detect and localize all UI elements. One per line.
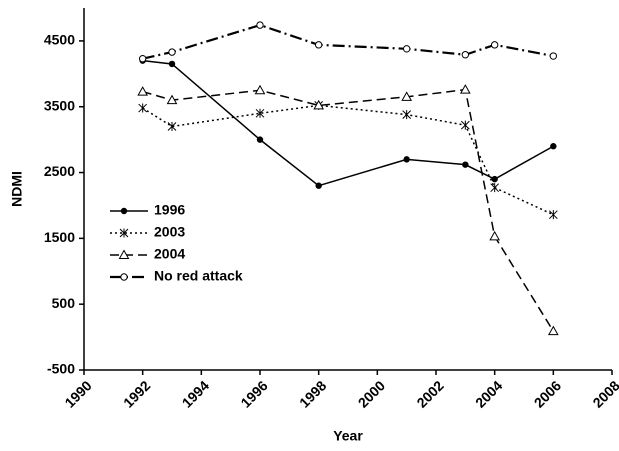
y-tick-label: 2500	[44, 163, 75, 179]
marker	[137, 86, 149, 96]
x-tick-label: 1992	[120, 377, 153, 410]
marker	[314, 41, 323, 49]
marker	[315, 182, 322, 189]
x-tick-label: 2004	[472, 377, 505, 410]
series-line	[142, 59, 554, 187]
x-tick-label: 2000	[355, 377, 388, 410]
marker	[460, 120, 470, 130]
marker	[403, 156, 410, 163]
marker	[256, 136, 264, 143]
x-tick-label: 2006	[531, 377, 564, 410]
marker	[119, 228, 129, 238]
marker	[313, 99, 325, 110]
marker	[459, 84, 471, 94]
y-axis-label: NDMI	[9, 171, 25, 207]
marker	[401, 91, 413, 101]
marker	[402, 110, 412, 120]
series-line	[142, 104, 554, 216]
x-tick-label: 1990	[61, 377, 94, 410]
marker	[255, 108, 265, 118]
marker	[548, 210, 558, 220]
marker	[167, 121, 177, 131]
marker	[118, 249, 130, 259]
marker	[489, 230, 501, 241]
marker	[120, 207, 128, 215]
marker	[491, 175, 498, 183]
marker	[549, 52, 558, 60]
marker	[138, 54, 147, 63]
y-tick-label: 4500	[44, 32, 75, 48]
marker	[254, 84, 266, 95]
y-tick-label: 1500	[44, 229, 75, 245]
marker	[490, 183, 500, 193]
x-tick-label: 1994	[179, 377, 212, 410]
x-tick-label: 1996	[237, 377, 270, 410]
legend-label: No red attack	[154, 268, 243, 284]
x-axis-label: Year	[333, 428, 363, 444]
x-tick-label: 1998	[296, 377, 329, 410]
y-tick-label: 500	[52, 295, 76, 311]
marker	[138, 103, 148, 113]
legend-label: 1996	[154, 202, 185, 218]
legend-label: 2004	[154, 246, 185, 262]
marker	[547, 325, 559, 336]
series-line	[142, 23, 554, 60]
marker	[168, 60, 176, 68]
marker	[120, 273, 128, 281]
marker	[550, 143, 557, 150]
series-line	[142, 88, 554, 332]
x-tick-label: 2008	[589, 377, 619, 410]
marker	[490, 41, 499, 49]
marker	[461, 51, 470, 59]
y-tick-label: 3500	[44, 97, 75, 113]
y-tick-label: -500	[47, 361, 75, 377]
marker	[166, 94, 178, 105]
x-tick-label: 2002	[413, 377, 446, 410]
marker	[256, 21, 264, 29]
marker	[402, 45, 411, 53]
marker	[462, 161, 469, 168]
marker	[168, 48, 176, 56]
legend-label: 2003	[154, 224, 185, 240]
